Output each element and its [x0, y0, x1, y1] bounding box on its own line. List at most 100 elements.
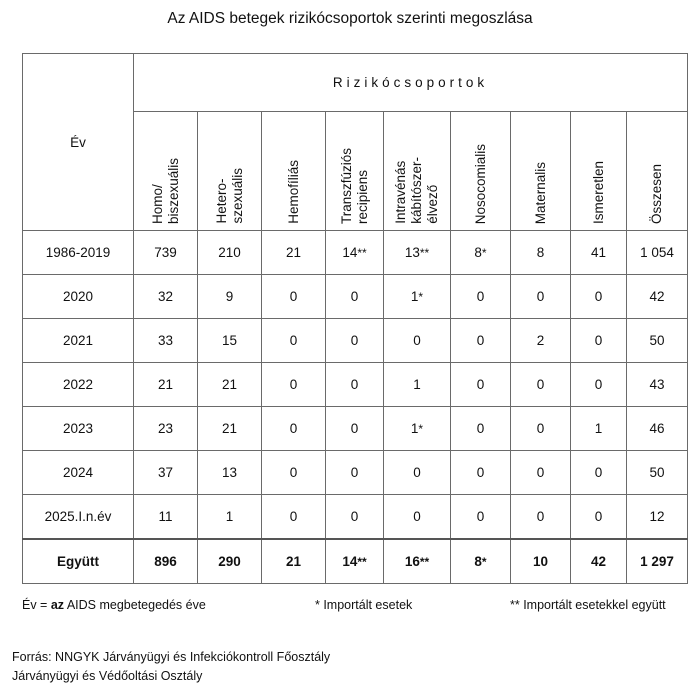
cell-value: 0 [325, 274, 384, 319]
header-label-hemophiliac: Hemofíliás [285, 160, 301, 224]
cell-total-value: 290 [197, 538, 262, 584]
cell-value: 32 [133, 274, 198, 319]
header-label-nosocomial: Nosocomialis [472, 143, 488, 224]
table-row: 1986-2019 739 210 21 14** 13** 8* 8 41 1 054 [22, 230, 689, 275]
cell-value: 1 [383, 362, 451, 407]
table-row: 2020 32 9 0 0 1* 0 0 0 42 [22, 274, 689, 319]
cell-value: 21 [197, 362, 262, 407]
cell-value: 15 [197, 318, 262, 363]
cell-value: 0 [450, 494, 511, 540]
cell-value: 46 [625, 406, 689, 451]
cell-value: 2 [510, 318, 571, 363]
cell-value: 0 [325, 362, 384, 407]
cell-value: 12 [625, 494, 689, 540]
cell-year: 2020 [22, 274, 134, 319]
cell-value: 42 [625, 274, 689, 319]
cell-value: 0 [261, 274, 326, 319]
cell-value: 0 [510, 406, 571, 451]
cell-year: 1986-2019 [22, 230, 134, 275]
header-row-columns: Homo/ biszexuális Hetero- szexuális Hemo… [23, 111, 689, 231]
footnote-suffix: AIDS megbetegedés éve [64, 598, 206, 612]
cell-total-value: 21 [261, 538, 326, 584]
cell-year: 2023 [22, 406, 134, 451]
cell-value: 9 [197, 274, 262, 319]
cell-value: 0 [450, 406, 511, 451]
footnotes: Év = az AIDS megbetegedés éve * Importál… [22, 598, 682, 620]
cell-value: 0 [570, 494, 627, 540]
table-row: 2025.I.n.év 11 1 0 0 0 0 0 0 12 [22, 494, 689, 540]
table-row: 2024 37 13 0 0 0 0 0 0 50 [22, 450, 689, 495]
header-row-group: Év Rizikócsoportok [22, 53, 689, 231]
header-cell-nosocomial: Nosocomialis [450, 111, 511, 231]
cell-value: 0 [570, 274, 627, 319]
risk-group-table: Év Rizikócsoportok Homo/ biszexuális Het… [22, 53, 689, 584]
header-label-maternal: Maternalis [532, 161, 548, 224]
header-cell-total: Összesen [625, 111, 689, 231]
cell-value: 0 [570, 318, 627, 363]
cell-total-value: 16** [383, 538, 451, 584]
table-row: 2021 33 15 0 0 0 0 2 0 50 [22, 318, 689, 363]
cell-value: 8* [450, 230, 511, 275]
cell-total-value: 10 [510, 538, 571, 584]
cell-value: 0 [450, 362, 511, 407]
cell-value: 0 [383, 494, 451, 540]
cell-value: 0 [261, 362, 326, 407]
cell-value: 1* [383, 274, 451, 319]
cell-value: 0 [510, 362, 571, 407]
cell-value: 41 [570, 230, 627, 275]
source-line-2: Járványügyi és Védőoltási Osztály [12, 669, 203, 683]
table-row: 2023 23 21 0 0 1* 0 0 1 46 [22, 406, 689, 451]
cell-value: 739 [133, 230, 198, 275]
cell-value: 8 [510, 230, 571, 275]
cell-year: 2025.I.n.év [22, 494, 134, 540]
cell-year: 2024 [22, 450, 134, 495]
cell-value: 37 [133, 450, 198, 495]
cell-value: 21 [133, 362, 198, 407]
cell-total-label: Együtt [22, 538, 134, 584]
cell-value: 0 [325, 406, 384, 451]
cell-value: 0 [261, 406, 326, 451]
header-cell-maternal: Maternalis [510, 111, 571, 231]
header-cell-transfusion: Transzfúziós recipiens [325, 111, 384, 231]
cell-value: 13 [197, 450, 262, 495]
cell-value: 1 054 [625, 230, 689, 275]
cell-value: 23 [133, 406, 198, 451]
cell-total-value: 42 [570, 538, 627, 584]
cell-value: 0 [325, 450, 384, 495]
risk-group-table-container: Év Rizikócsoportok Homo/ biszexuális Het… [22, 53, 689, 584]
cell-value: 0 [325, 494, 384, 540]
cell-value: 0 [261, 318, 326, 363]
table-body: Év Rizikócsoportok Homo/ biszexuális Het… [22, 53, 689, 231]
cell-value: 21 [197, 406, 262, 451]
cell-value: 33 [133, 318, 198, 363]
footnote-single-star: * Importált esetek [315, 598, 413, 612]
header-label-total: Összesen [649, 163, 665, 224]
header-cell-risk-groups: Rizikócsoportok [132, 53, 689, 112]
header-label-transfusion: Transzfúziós recipiens [338, 147, 370, 224]
table-total-row: Együtt 896 290 21 14** 16** 8* 10 42 1 297 [22, 538, 689, 584]
footnote-year-definition: Év = az AIDS megbetegedés éve [22, 598, 206, 612]
footnote-double-star: ** Importált esetekkel együtt [510, 598, 666, 612]
cell-value: 0 [570, 362, 627, 407]
cell-value: 21 [261, 230, 326, 275]
cell-value: 0 [383, 450, 451, 495]
cell-value: 0 [450, 274, 511, 319]
cell-value: 0 [570, 450, 627, 495]
cell-value: 0 [325, 318, 384, 363]
cell-total-value: 896 [133, 538, 198, 584]
footnote-prefix: Év = [22, 598, 51, 612]
cell-value: 1 [570, 406, 627, 451]
cell-total-value: 8* [450, 538, 511, 584]
cell-value: 0 [261, 450, 326, 495]
cell-year: 2021 [22, 318, 134, 363]
footnote-bold-word: az [50, 598, 65, 612]
cell-value: 0 [383, 318, 451, 363]
cell-value: 50 [625, 318, 689, 363]
cell-value: 14** [325, 230, 384, 275]
header-label-unknown: Ismeretlen [590, 160, 606, 224]
cell-value: 13** [383, 230, 451, 275]
cell-value: 0 [510, 450, 571, 495]
cell-value: 0 [450, 318, 511, 363]
cell-value: 11 [133, 494, 198, 540]
header-cell-intravenous-drug: Intravénás kábítószer- élvező [383, 111, 451, 231]
